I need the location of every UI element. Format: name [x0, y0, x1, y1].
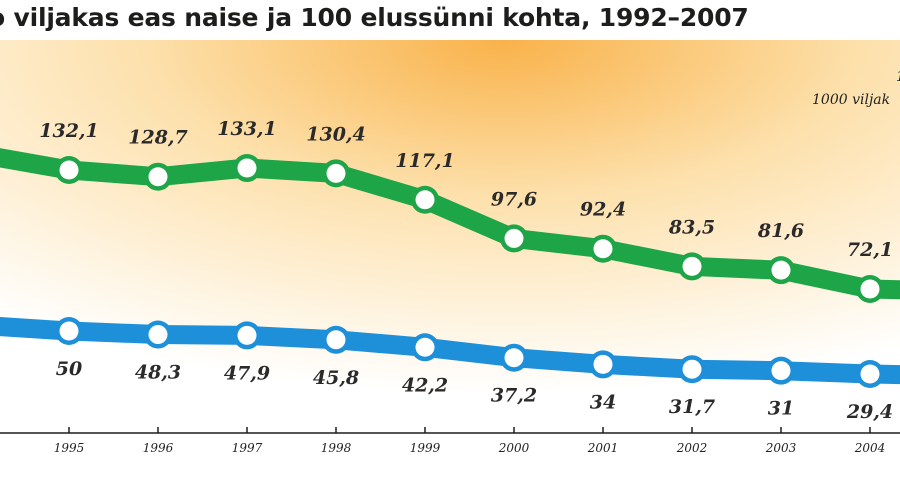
x-tick-label: 1996 [143, 441, 174, 455]
x-tick-label: 1999 [410, 441, 441, 455]
data-label: 92,4 [580, 199, 626, 221]
x-tick-label: 2001 [587, 441, 619, 455]
data-point [416, 338, 435, 357]
data-point [594, 239, 613, 258]
data-point [505, 348, 524, 367]
data-point [60, 322, 79, 341]
x-tick-label: 2004 [854, 441, 886, 455]
data-point [594, 355, 613, 374]
data-point [505, 229, 524, 248]
data-label: 47,9 [224, 362, 270, 384]
data-point [683, 257, 702, 276]
data-label: 29,4 [846, 401, 893, 423]
data-label: 34 [590, 391, 616, 413]
data-label: 83,5 [668, 216, 715, 238]
data-label: 132,1 [39, 120, 99, 142]
data-label: 37,2 [491, 385, 537, 407]
data-label: 130,4 [306, 123, 366, 145]
x-tick-label: 1998 [321, 441, 352, 455]
legend-line-2: 1000 viljak [812, 92, 890, 108]
data-point [149, 325, 168, 344]
data-point [238, 159, 257, 178]
legend-line-1: 1 [896, 69, 900, 85]
x-tick-label: 1997 [232, 441, 263, 455]
data-point [772, 261, 791, 280]
data-point [149, 167, 168, 186]
data-point [683, 360, 702, 379]
data-label: 31 [768, 398, 794, 420]
data-label: 72,1 [847, 239, 893, 261]
data-label: 97,6 [491, 188, 537, 210]
data-label: 48,3 [135, 362, 181, 384]
data-label: 45,8 [313, 367, 359, 389]
x-tick-label: 2002 [676, 441, 708, 455]
data-label: 42,2 [402, 374, 448, 396]
x-tick-label: 2000 [498, 441, 530, 455]
x-tick-label: 1995 [54, 441, 85, 455]
data-label: 128,7 [128, 127, 188, 149]
data-point [327, 330, 346, 349]
data-label: 81,6 [757, 220, 804, 242]
data-label: 50 [56, 358, 82, 380]
data-point [60, 161, 79, 180]
data-point [238, 326, 257, 345]
x-tick-label: 2003 [765, 441, 797, 455]
data-point [327, 164, 346, 183]
line-chart: 11000 viljak 2132,1128,7133,1130,4117,19… [0, 0, 900, 485]
data-point [416, 190, 435, 209]
data-point [772, 361, 791, 380]
data-label: 133,1 [217, 118, 277, 140]
data-point [861, 280, 880, 299]
data-label: 31,7 [669, 396, 715, 418]
data-label: 117,1 [395, 150, 455, 172]
data-point [861, 365, 880, 384]
